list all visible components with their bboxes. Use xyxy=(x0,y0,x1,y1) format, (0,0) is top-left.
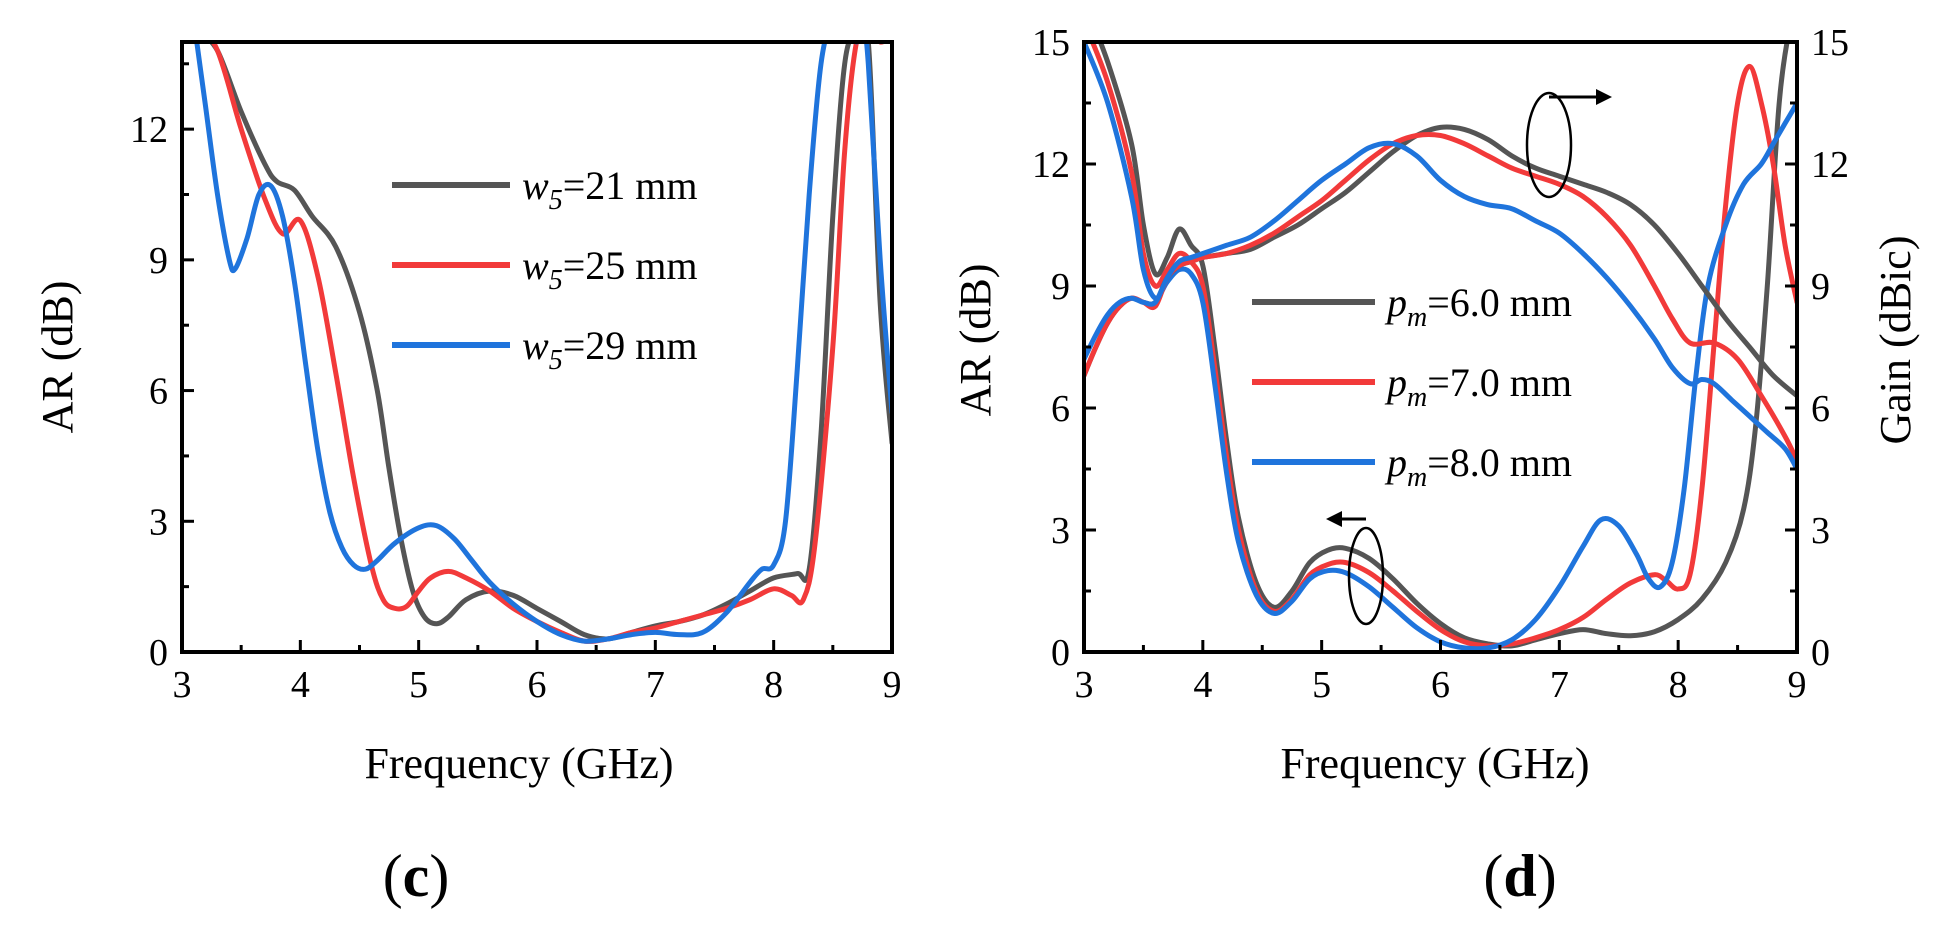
y2-tick-label: 9 xyxy=(1811,266,1830,308)
ar-curve-1 xyxy=(207,42,892,642)
legend-label-3: pm=8.0 mm xyxy=(1384,440,1572,493)
panel-c-x-axis-title: Frequency (GHz) xyxy=(364,739,673,788)
panel-d-plot-area xyxy=(1084,42,1797,652)
panel-d-y2-axis-title: Gain (dBic) xyxy=(1871,236,1920,445)
panel-d-label: (d) xyxy=(1483,843,1556,909)
y-tick-label: 6 xyxy=(1051,388,1070,430)
legend-label-2: pm=7.0 mm xyxy=(1384,360,1572,413)
x-tick-label: 5 xyxy=(1312,664,1331,706)
panel-c-plot-area xyxy=(194,42,892,644)
panel-d-legend: pm=6.0 mm pm=7.0 mm pm=8.0 mm xyxy=(1252,280,1572,493)
x-tick-label: 9 xyxy=(1788,664,1807,706)
ar-curve-3 xyxy=(194,42,892,644)
y-tick-label: 0 xyxy=(149,632,168,674)
y-tick-label: 15 xyxy=(1032,22,1070,64)
panel-c-label: (c) xyxy=(383,843,450,909)
x-tick-label: 7 xyxy=(1550,664,1569,706)
x-tick-label: 3 xyxy=(1075,664,1094,706)
y-tick-label: 12 xyxy=(130,109,168,151)
legend-label-2: w5=25 mm xyxy=(522,243,697,296)
y-tick-label: 9 xyxy=(1051,266,1070,308)
ar-curve-2 xyxy=(1089,42,1797,649)
ar-curve-1 xyxy=(1097,42,1790,649)
y-tick-label: 0 xyxy=(1051,632,1070,674)
x-tick-label: 7 xyxy=(646,664,665,706)
x-tick-label: 6 xyxy=(1431,664,1450,706)
legend-label-1: pm=6.0 mm xyxy=(1384,280,1572,333)
x-tick-label: 4 xyxy=(291,664,310,706)
left-arrowhead-icon xyxy=(1326,511,1342,527)
y2-tick-label: 0 xyxy=(1811,632,1830,674)
panel-d-y-axis-title: AR (dB) xyxy=(951,264,1000,417)
x-tick-label: 3 xyxy=(173,664,192,706)
panel-d-x-axis-title: Frequency (GHz) xyxy=(1280,739,1589,788)
x-tick-label: 4 xyxy=(1193,664,1212,706)
panel-c-curves xyxy=(194,42,892,644)
right-arrowhead-icon xyxy=(1596,89,1612,105)
x-tick-label: 5 xyxy=(409,664,428,706)
panel-d-annotations xyxy=(1326,89,1612,626)
legend-label-3: w5=29 mm xyxy=(522,323,697,376)
gain-curves-ellipse xyxy=(1525,91,1573,199)
x-tick-label: 8 xyxy=(1669,664,1688,706)
panel-c-y-axis-title: AR (dB) xyxy=(33,281,82,434)
ar-curves-ellipse xyxy=(1347,526,1385,626)
y-tick-label: 3 xyxy=(149,501,168,543)
x-tick-label: 6 xyxy=(528,664,547,706)
y2-tick-label: 3 xyxy=(1811,510,1830,552)
y2-tick-label: 6 xyxy=(1811,388,1830,430)
gain-curve-3 xyxy=(1084,140,1797,472)
x-tick-label: 8 xyxy=(764,664,783,706)
y2-tick-label: 15 xyxy=(1811,22,1849,64)
panel-d-curves xyxy=(1084,42,1797,652)
y-tick-label: 12 xyxy=(1032,144,1070,186)
y-tick-label: 9 xyxy=(149,240,168,282)
y-tick-label: 3 xyxy=(1051,510,1070,552)
x-tick-label: 9 xyxy=(883,664,902,706)
y2-tick-label: 12 xyxy=(1811,144,1849,186)
y-tick-label: 6 xyxy=(149,371,168,413)
legend-label-1: w5=21 mm xyxy=(522,163,697,216)
panel-c-legend: w5=21 mm w5=25 mm w5=29 mm xyxy=(392,163,697,376)
